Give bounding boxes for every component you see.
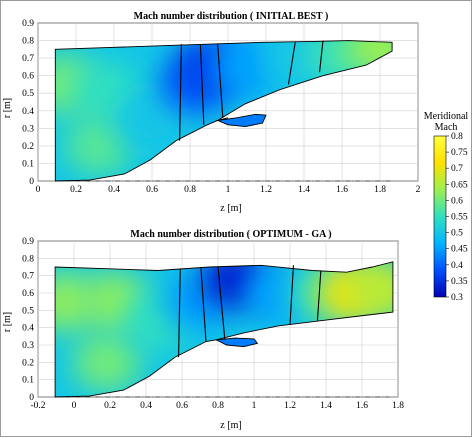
colorbar-tick-label: 0.75 — [451, 148, 468, 158]
chart-title: Mach number distribution ( OPTIMUM - GA … — [130, 229, 331, 240]
colorbar-tick-label: 0.8 — [451, 132, 463, 142]
x-axis-label: z [m] — [220, 420, 241, 431]
y-tick-label: 0.7 — [22, 272, 34, 282]
blade-line — [289, 265, 294, 325]
x-tick-label: 0.6 — [146, 185, 158, 195]
y-tick-label: 0.6 — [22, 72, 34, 82]
splitter-vane — [215, 113, 267, 128]
x-tick-label: 2 — [416, 185, 421, 195]
blade-line — [179, 44, 182, 141]
x-tick-label: 1.4 — [320, 401, 332, 411]
y-tick-label: 0.9 — [22, 19, 34, 29]
colorbar-tick-label: 0.55 — [451, 213, 468, 223]
colorbar-tick-label: 0.5 — [451, 229, 463, 239]
x-tick-label: 1 — [226, 185, 231, 195]
colorbar-tick-label: 0.4 — [451, 261, 463, 271]
x-tick-label: 1.6 — [336, 185, 348, 195]
y-tick-label: 0 — [29, 393, 34, 403]
blade-line — [318, 40, 324, 73]
mach-sample — [72, 332, 141, 393]
colorbar-tick-label: 0.35 — [451, 277, 468, 287]
x-tick-label: 0 — [72, 401, 77, 411]
x-tick-label: 1 — [252, 401, 257, 411]
colorbar-tick-label: 0.7 — [451, 164, 463, 174]
colorbar-gradient — [433, 135, 447, 298]
blade-line — [199, 44, 205, 125]
x-tick-label: 0.4 — [140, 401, 152, 411]
y-tick-label: 0.2 — [22, 358, 34, 368]
blade-line — [178, 268, 181, 358]
y-tick-label: 0.3 — [22, 124, 34, 134]
y-tick-label: 0.7 — [22, 54, 34, 64]
y-axis-label: r [m] — [2, 312, 13, 332]
x-tick-label: -0.2 — [30, 401, 45, 411]
channel-outline — [54, 40, 393, 182]
x-tick-label: 0.4 — [108, 185, 120, 195]
x-tick-label: 1.2 — [260, 185, 272, 195]
mach-sample — [346, 261, 393, 320]
x-tick-label: 1.8 — [374, 185, 386, 195]
blade-line — [200, 266, 207, 342]
y-tick-label: 0.1 — [22, 159, 34, 169]
blade-line — [316, 270, 322, 321]
y-tick-label: 0.1 — [22, 376, 34, 386]
mach-sample — [64, 115, 133, 176]
y-tick-label: 0.8 — [22, 37, 34, 47]
y-tick-label: 0.9 — [22, 237, 34, 247]
mach-sample — [55, 271, 98, 332]
channel-outline — [54, 261, 394, 398]
colorbar-tick-label: 0.3 — [451, 293, 463, 303]
colorbar-tick-label: 0.65 — [451, 180, 468, 190]
x-tick-label: 0.2 — [70, 185, 82, 195]
y-tick-label: 0.5 — [22, 89, 34, 99]
y-tick-label: 0.2 — [22, 142, 34, 152]
x-tick-label: 0.8 — [212, 401, 224, 411]
x-axis-label: z [m] — [220, 203, 241, 214]
panel-optimum-ga: Mach number distribution ( OPTIMUM - GA … — [2, 229, 404, 431]
blade-line — [287, 41, 296, 85]
x-tick-label: 1.6 — [356, 401, 368, 411]
mach-sample — [116, 89, 185, 150]
colorbar: Meridional Mach 0.3 0.35 0.4 0.45 0.5 0.55 0.6… — [424, 111, 469, 303]
y-tick-label: 0.4 — [22, 324, 34, 334]
colorbar-title-line2: Mach — [435, 122, 458, 133]
x-tick-label: 1.4 — [298, 185, 310, 195]
colorbar-tick-label: 0.6 — [451, 196, 463, 206]
y-tick-label: 0.3 — [22, 341, 34, 351]
colorbar-tick-label: 0.45 — [451, 245, 468, 255]
mach-sample — [346, 40, 393, 78]
y-axis-label: r [m] — [2, 98, 13, 118]
y-tick-label: 0.4 — [22, 107, 34, 117]
x-tick-label: 0.8 — [184, 185, 196, 195]
splitter-vane — [214, 337, 259, 348]
x-tick-label: 1.8 — [392, 401, 404, 411]
y-tick-label: 0 — [29, 177, 34, 187]
x-tick-label: 0.2 — [104, 401, 116, 411]
x-tick-label: 0 — [36, 185, 41, 195]
chart-title: Mach number distribution ( INITIAL BEST … — [134, 11, 329, 22]
mach-sample — [211, 40, 280, 97]
colorbar-title-line1: Meridional — [424, 111, 469, 122]
x-tick-label: 0.6 — [176, 401, 188, 411]
x-tick-label: 1.2 — [284, 401, 296, 411]
mach-field — [55, 261, 393, 393]
y-tick-label: 0.5 — [22, 306, 34, 316]
panel-initial-best: Mach number distribution ( INITIAL BEST … — [2, 11, 421, 214]
blade-line — [217, 266, 226, 340]
blade-line — [217, 44, 224, 118]
y-tick-label: 0.6 — [22, 289, 34, 299]
y-tick-label: 0.8 — [22, 254, 34, 264]
